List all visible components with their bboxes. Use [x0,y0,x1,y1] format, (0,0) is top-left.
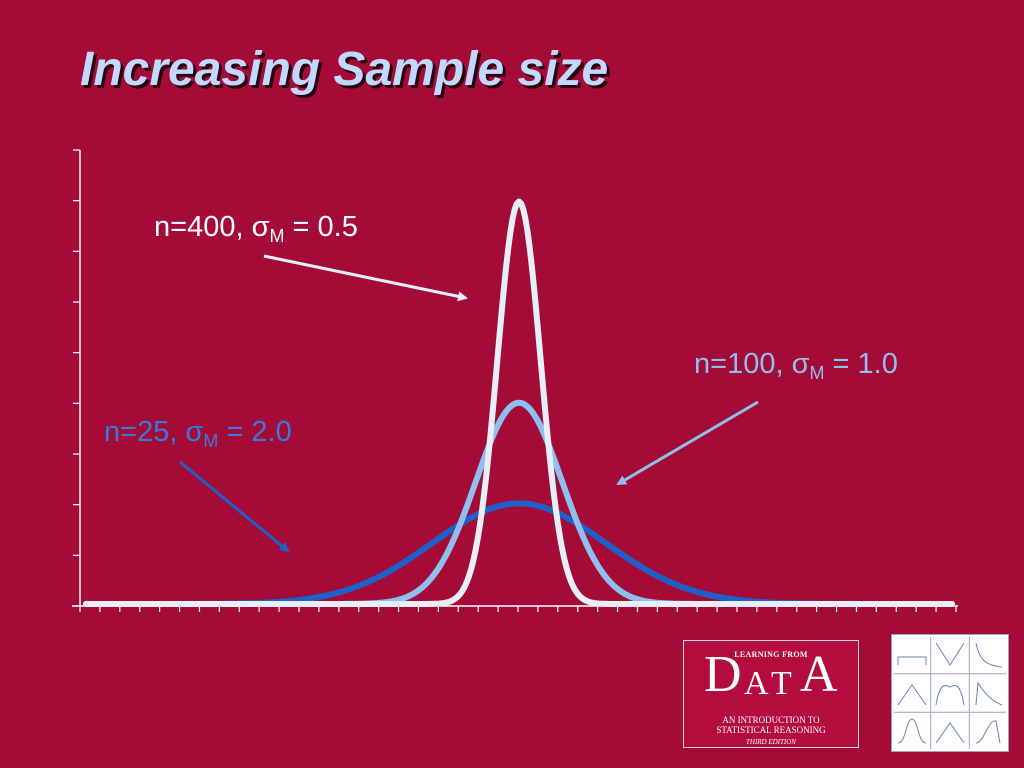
annotation-n100-label: n=100, σM = 1.0 [694,348,898,383]
book-letter-a2: A [800,646,838,703]
annotation-n25: n=25, σM = 2.0 [104,416,292,553]
book-letter-t: T [771,665,792,702]
annotation-n400: n=400, σM = 0.5 [154,211,468,302]
annotation-n100-arrow [616,400,759,486]
curve-n400 [83,198,955,607]
distribution-thumbnails-icon [891,634,1009,752]
annotation-n25-arrow [179,460,290,553]
annotation-n400-label: n=400, σM = 0.5 [154,211,358,246]
curve-n25 [83,500,955,607]
book-letter-a1: A [744,665,769,702]
chart-curves [83,198,955,607]
annotation-n100: n=100, σM = 1.0 [616,348,898,486]
annotation-n25-label: n=25, σM = 2.0 [104,416,292,451]
book-subtitle: AN INTRODUCTION TO STATISTICAL REASONING [716,715,826,735]
book-top-line: LEARNING FROM [734,650,808,659]
x-axis-ticks [79,606,957,612]
book-letter-d: D [704,646,742,703]
y-axis-ticks [73,149,80,556]
book-cover-logo: LEARNING FROM D A T A AN INTRODUCTION TO… [683,640,859,748]
slide-title: Increasing Sample size [80,43,609,96]
annotation-n400-arrow [263,254,468,302]
book-title-word: D A T A [684,649,858,707]
book-edition: THIRD EDITION [746,738,796,746]
